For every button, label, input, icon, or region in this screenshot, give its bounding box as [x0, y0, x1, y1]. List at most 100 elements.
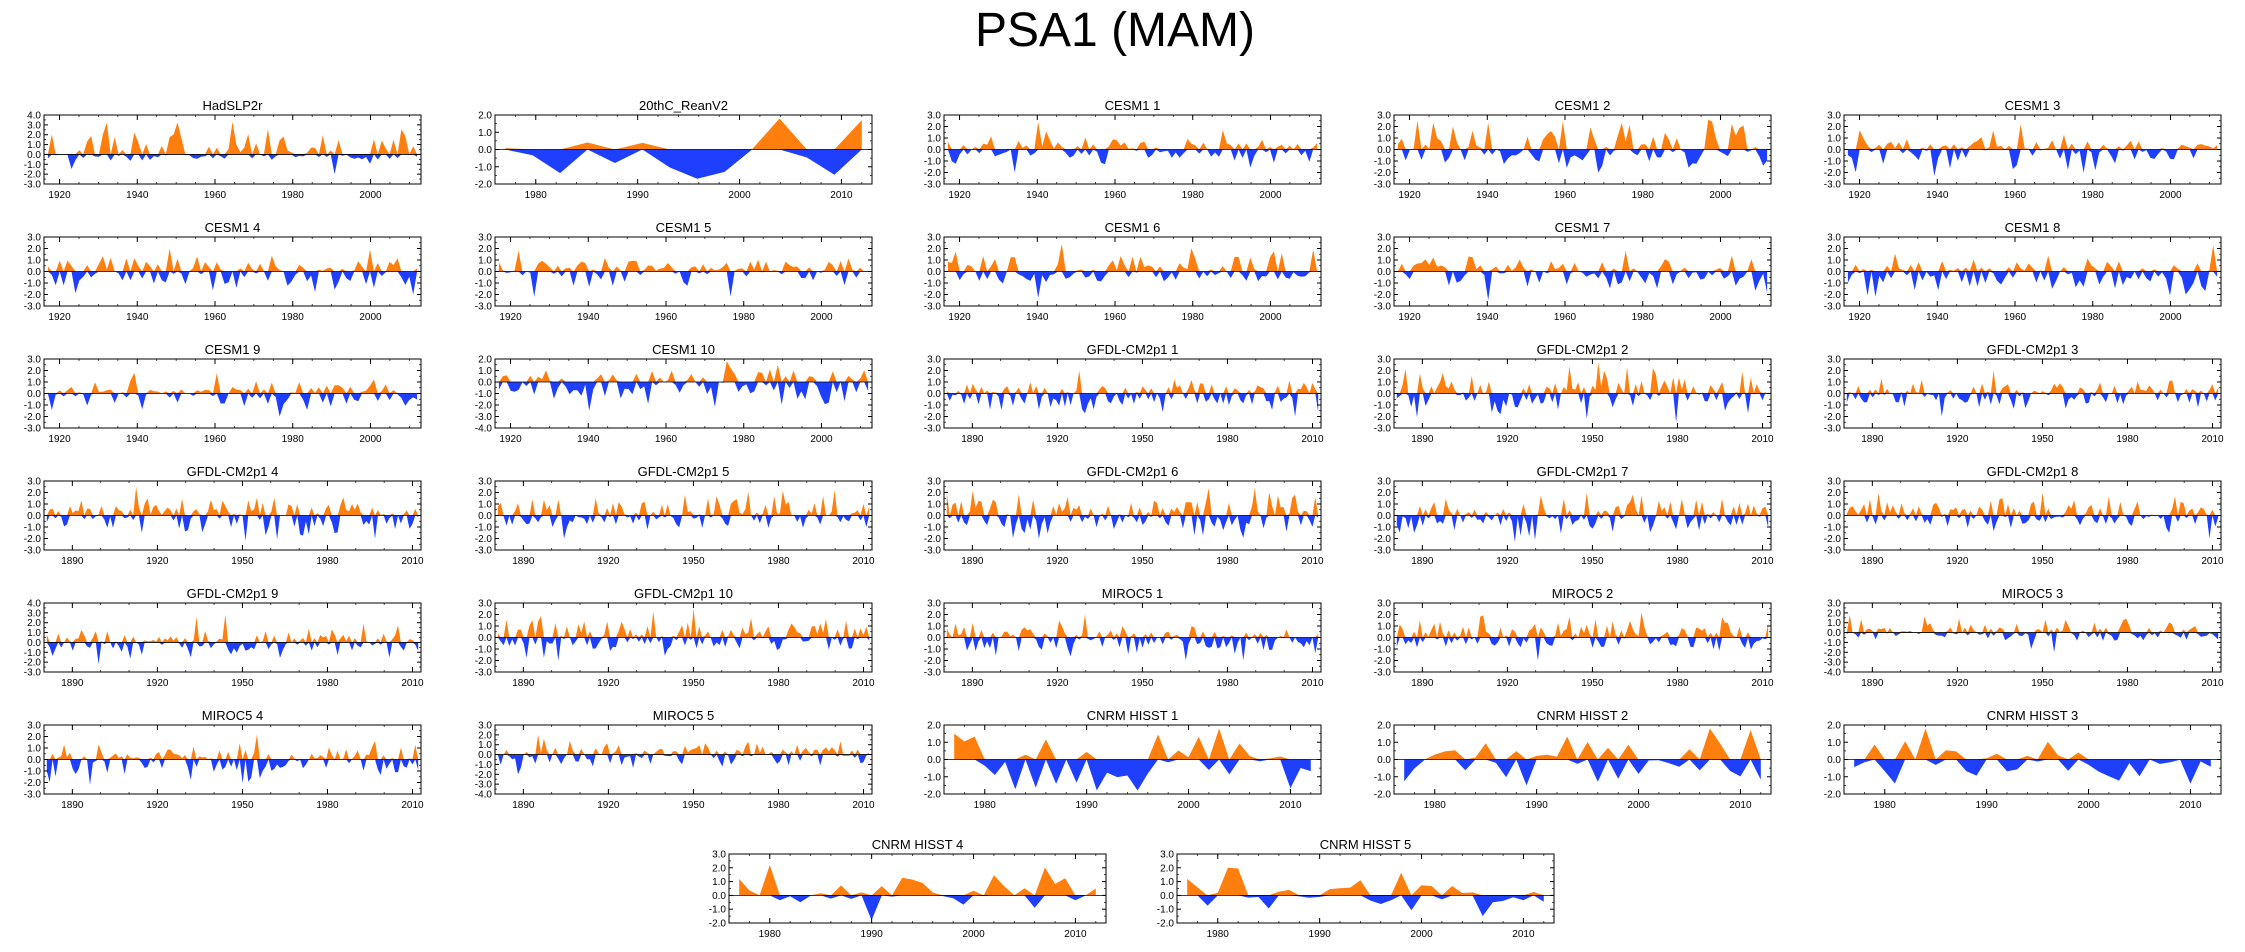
x-tick-label: 1980	[1216, 556, 1239, 567]
positive-area	[47, 372, 418, 394]
y-tick-label: 3.0	[478, 599, 492, 610]
panel-cesm1-1: CESM1 1 3.02.01.00.0-1.0-2.0-3.0 1920 1940 1…	[924, 98, 1322, 201]
y-tick-label: 3.0	[712, 850, 726, 861]
x-tick-label: 2000	[728, 190, 751, 201]
y-tick-label: 2.0	[927, 244, 941, 255]
x-tick-label: 1950	[2031, 434, 2054, 445]
y-tick-label: -1.0	[475, 523, 493, 534]
y-tick-label: -1.0	[1374, 523, 1392, 534]
x-tick-label: 1920	[1046, 434, 1069, 445]
y-tick-label: 1.0	[27, 140, 41, 151]
x-tick-label: 1890	[961, 678, 984, 689]
y-tick-label: -1.0	[475, 645, 493, 656]
y-tick-label: 1.0	[927, 378, 941, 389]
x-tick-label: 1920	[146, 678, 169, 689]
y-tick-label: 0.0	[1160, 891, 1174, 902]
y-tick-label: 2.0	[1377, 122, 1391, 133]
x-tick-label: 2010	[401, 800, 424, 811]
y-tick-label: 3.0	[1827, 355, 1841, 366]
y-tick-label: -3.0	[1374, 180, 1392, 191]
x-tick-label: 1920	[948, 190, 971, 201]
y-tick-label: -1.0	[924, 279, 942, 290]
x-tick-label: 1980	[316, 556, 339, 567]
panel-cnrm-hisst-2: CNRM HISST 2 2.0 1.0 0.0 -1.0 -2.0 1980 1990 200…	[1374, 708, 1772, 811]
y-tick-label: -1.0	[24, 648, 42, 659]
y-tick-label: 2.0	[1827, 488, 1841, 499]
x-tick-label: 1950	[231, 800, 254, 811]
y-tick-label: 1.0	[1827, 738, 1841, 749]
y-tick-label: -2.0	[24, 412, 42, 423]
x-tick-label: 1980	[1632, 190, 1655, 201]
y-tick-label: -1.0	[475, 162, 493, 173]
positive-area	[498, 361, 869, 382]
y-tick-label: -3.0	[924, 302, 942, 313]
y-tick-label: 3.0	[1377, 599, 1391, 610]
plot-frame	[494, 358, 873, 429]
y-tick-label: 2.0	[927, 366, 941, 377]
panel-gfdl-cm2p1-10: GFDL-CM2p1 10 3.02.01.00.0-1.0-2.0-3.0 189…	[475, 586, 875, 689]
y-tick-label: -3.0	[24, 302, 42, 313]
x-tick-label: 1980	[525, 190, 548, 201]
negative-area	[1854, 759, 2211, 784]
y-tick-label: 2.0	[478, 610, 492, 621]
panel-title: CESM1 8	[2005, 220, 2061, 235]
x-tick-label: 1960	[1554, 312, 1577, 323]
y-tick-label: 2.0	[1377, 366, 1391, 377]
y-tick-label: -2.0	[475, 290, 493, 301]
y-tick-label: 1.0	[927, 738, 941, 749]
y-tick-label: 0.0	[478, 633, 492, 644]
positive-area	[1846, 614, 2219, 633]
negative-area	[946, 637, 1319, 661]
x-tick-label: 1960	[2004, 312, 2027, 323]
x-tick-label: 2000	[1177, 800, 1200, 811]
y-tick-label: -3.0	[1824, 658, 1842, 669]
y-tick-label: -2.0	[24, 658, 42, 669]
y-tick-label: -3.0	[24, 180, 42, 191]
x-tick-label: 1980	[2116, 556, 2139, 567]
y-tick-label: 2.0	[1827, 244, 1841, 255]
panel-title: CESM1 7	[1555, 220, 1611, 235]
y-tick-label: -3.0	[924, 424, 942, 435]
panel-cnrm-hisst-1: CNRM HISST 1 2.0 1.0 0.0 -1.0 -2.0 1980 1990 200…	[924, 708, 1322, 811]
y-tick-label: 3.0	[927, 111, 941, 122]
x-tick-label: 2010	[1729, 800, 1752, 811]
x-tick-label: 2000	[1627, 800, 1650, 811]
negative-area	[505, 149, 862, 179]
panel-gfdl-cm2p1-1: GFDL-CM2p1 1 3.02.01.00.0-1.0-2.0-3.0 1890…	[924, 342, 1324, 445]
x-tick-label: 1920	[499, 312, 522, 323]
y-tick-label: 4.0	[27, 599, 41, 610]
y-tick-label: -1.0	[475, 760, 493, 771]
y-tick-label: 0.0	[927, 633, 941, 644]
y-tick-label: -1.0	[1824, 279, 1842, 290]
x-tick-label: 2010	[1064, 929, 1087, 940]
y-tick-label: 3.0	[478, 233, 492, 244]
x-tick-label: 1980	[1424, 800, 1447, 811]
x-tick-label: 2000	[1259, 312, 1282, 323]
y-tick-label: 0.0	[1377, 633, 1391, 644]
y-tick-label: -2.0	[1374, 168, 1392, 179]
x-tick-label: 1950	[682, 556, 705, 567]
x-tick-label: 2000	[2159, 190, 2182, 201]
x-tick-label: 1890	[61, 678, 84, 689]
positive-area	[47, 248, 418, 272]
x-tick-label: 2010	[1301, 556, 1324, 567]
panel-cesm1-8: CESM1 8 3.02.01.00.0-1.0-2.0-3.0 1920 1940 1…	[1824, 220, 2222, 323]
x-tick-label: 2000	[1259, 190, 1282, 201]
y-tick-label: -2.0	[1374, 656, 1392, 667]
y-tick-label: 2.0	[27, 732, 41, 743]
x-tick-label: 1920	[1946, 434, 1969, 445]
x-tick-label: 1980	[1874, 800, 1897, 811]
panel-title: MIROC5 5	[653, 708, 714, 723]
x-tick-label: 1950	[2031, 556, 2054, 567]
y-tick-label: 2.0	[478, 111, 492, 122]
x-tick-label: 1990	[861, 929, 884, 940]
y-tick-label: 1.0	[27, 378, 41, 389]
panel-20thc-reanv2: 20thC_ReanV2 2.0 1.0 0.0 -1.0 -2.0 1980 1990 200…	[475, 98, 873, 201]
panel-title: 20thC_ReanV2	[639, 98, 728, 113]
x-tick-label: 1920	[1398, 312, 1421, 323]
x-tick-label: 1950	[1131, 556, 1154, 567]
y-tick-label: -1.0	[24, 401, 42, 412]
x-tick-label: 1980	[767, 556, 790, 567]
positive-area	[505, 118, 862, 150]
x-tick-label: 2000	[810, 312, 833, 323]
